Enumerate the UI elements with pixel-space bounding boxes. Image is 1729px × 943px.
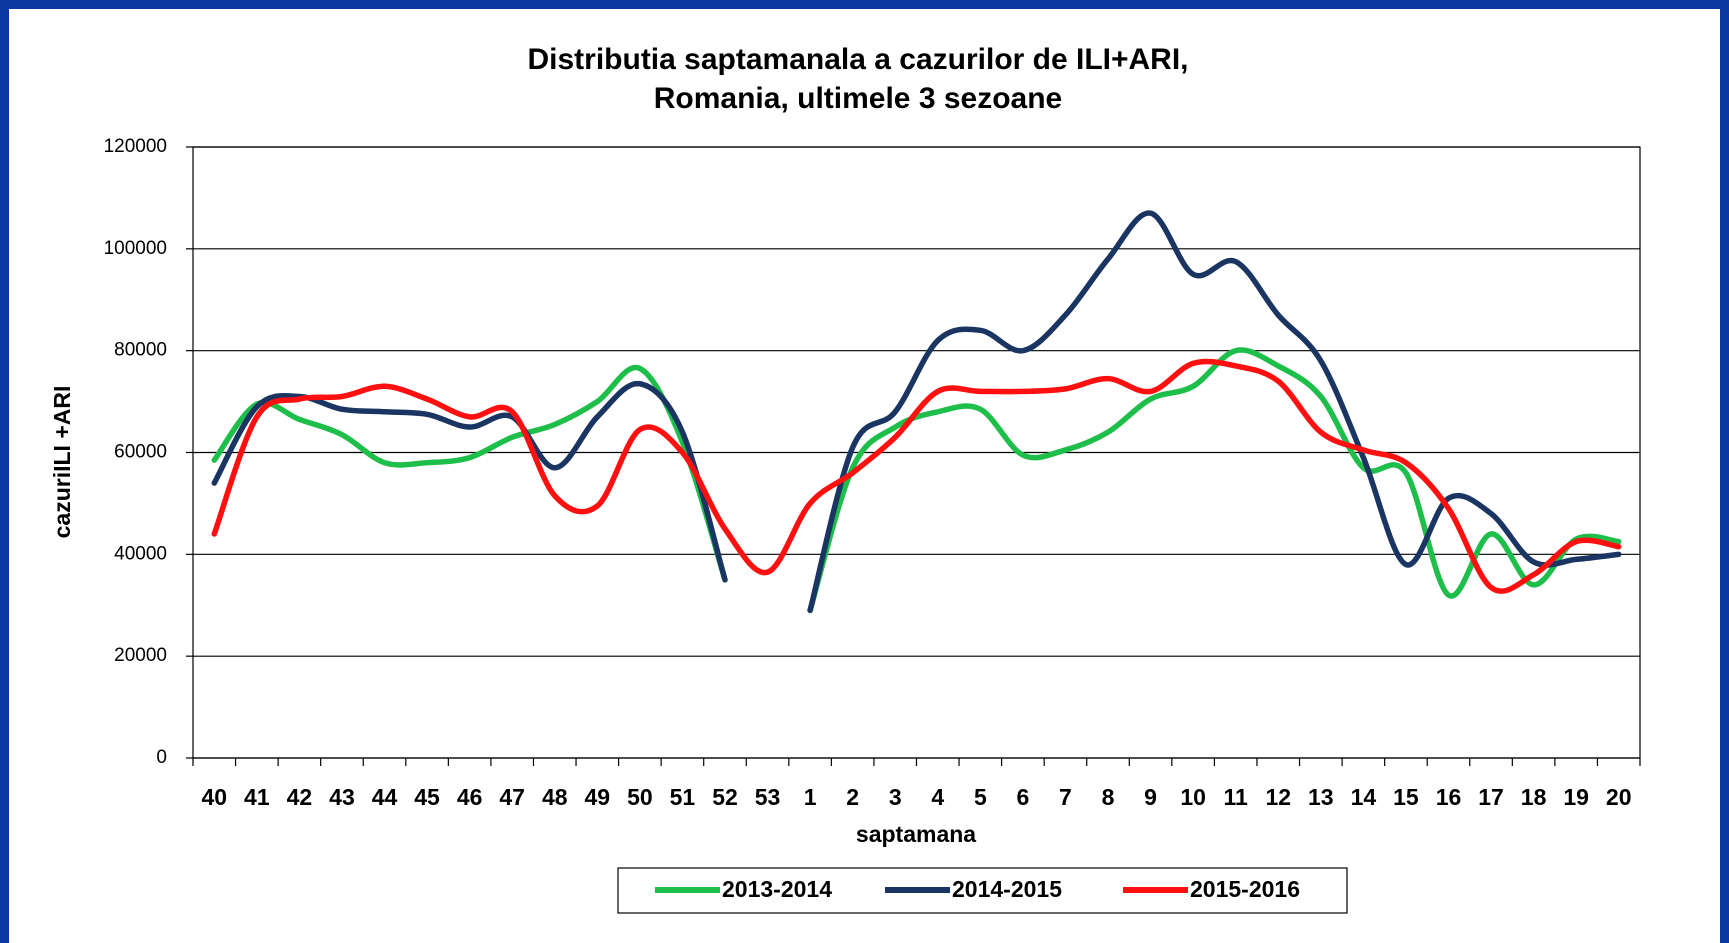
x-tick-label: 11 bbox=[1224, 784, 1249, 810]
x-tick-label: 17 bbox=[1478, 784, 1504, 810]
x-tick-label: 48 bbox=[542, 784, 568, 810]
x-tick-label: 6 bbox=[1016, 784, 1029, 810]
legend-label: 2013-2014 bbox=[722, 876, 832, 902]
y-tick-label: 40000 bbox=[114, 543, 167, 564]
x-tick-label: 15 bbox=[1393, 784, 1419, 810]
x-tick-label: 12 bbox=[1265, 784, 1291, 810]
x-tick-label: 45 bbox=[414, 784, 440, 810]
legend-label: 2014-2015 bbox=[952, 876, 1062, 902]
x-tick-label: 41 bbox=[244, 784, 270, 810]
y-tick-label: 20000 bbox=[114, 645, 167, 666]
x-tick-label: 42 bbox=[287, 784, 313, 810]
x-tick-label: 8 bbox=[1102, 784, 1115, 810]
y-tick-label: 0 bbox=[156, 747, 167, 768]
series-line bbox=[211, 358, 1622, 594]
x-axis-label: saptamana bbox=[856, 821, 976, 847]
legend bbox=[617, 867, 1348, 914]
x-tick-label: 9 bbox=[1144, 784, 1157, 810]
x-tick-label: 49 bbox=[585, 784, 611, 810]
x-tick-label: 44 bbox=[372, 784, 398, 810]
series-line bbox=[807, 210, 1622, 614]
x-tick-label: 5 bbox=[974, 784, 987, 810]
x-tick-label: 13 bbox=[1308, 784, 1334, 810]
x-tick-label: 16 bbox=[1436, 784, 1462, 810]
x-tick-label: 14 bbox=[1351, 784, 1377, 810]
legend-label: 2015-2016 bbox=[1190, 876, 1300, 902]
x-tick-label: 20 bbox=[1606, 784, 1632, 810]
y-tick-label: 100000 bbox=[104, 238, 167, 259]
y-tick-label: 60000 bbox=[114, 442, 167, 463]
chart-background bbox=[9, 9, 1720, 943]
y-tick-label: 120000 bbox=[104, 136, 167, 157]
x-tick-label: 47 bbox=[499, 784, 525, 810]
chart-title: Romania, ultimele 3 sezoane bbox=[654, 82, 1062, 115]
x-tick-label: 46 bbox=[457, 784, 483, 810]
x-tick-label: 40 bbox=[201, 784, 227, 810]
x-tick-label: 1 bbox=[804, 784, 817, 810]
x-tick-label: 51 bbox=[670, 784, 696, 810]
x-tick-label: 4 bbox=[931, 784, 944, 810]
x-tick-label: 43 bbox=[329, 784, 355, 810]
x-tick-label: 18 bbox=[1521, 784, 1547, 810]
series-line bbox=[807, 347, 1622, 614]
y-tick-label: 80000 bbox=[114, 340, 167, 361]
y-axis-label: cazuriILI +ARI bbox=[49, 386, 75, 539]
x-tick-label: 10 bbox=[1180, 784, 1206, 810]
x-tick-label: 3 bbox=[889, 784, 902, 810]
x-tick-label: 53 bbox=[755, 784, 781, 810]
chart-title: Distributia saptamanala a cazurilor de I… bbox=[527, 43, 1188, 76]
x-tick-label: 2 bbox=[846, 784, 859, 810]
x-tick-label: 50 bbox=[627, 784, 653, 810]
x-tick-label: 52 bbox=[712, 784, 738, 810]
x-tick-label: 19 bbox=[1563, 784, 1589, 810]
x-tick-label: 7 bbox=[1059, 784, 1072, 810]
